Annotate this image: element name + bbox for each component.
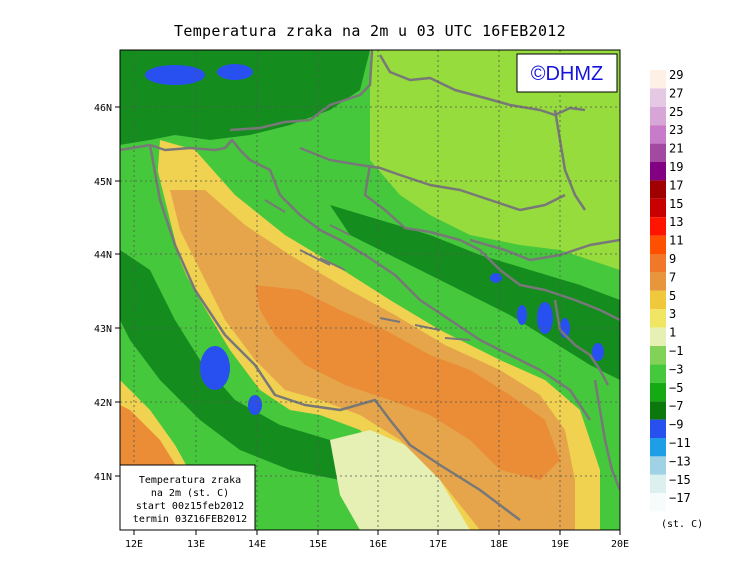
legend-swatch <box>650 327 666 346</box>
dalmatian-islands <box>264 199 471 341</box>
legend-swatch <box>650 438 666 457</box>
lat-label: 44N <box>94 250 112 261</box>
legend-label: 15 <box>669 197 683 211</box>
lon-label: 12E <box>125 539 143 550</box>
lon-label: 15E <box>309 539 327 550</box>
legend-label: −7 <box>669 399 683 413</box>
cold-pocket-dinaric-5 <box>490 273 502 283</box>
legend-label: 1 <box>669 326 676 340</box>
legend-label: 25 <box>669 105 683 119</box>
legend-swatch <box>650 382 666 402</box>
legend-label: −11 <box>669 436 691 450</box>
info-line-3: start 00z15feb2012 <box>136 501 244 512</box>
map-frame <box>119 49 621 531</box>
legend-label: −13 <box>669 454 691 468</box>
legend-label: −17 <box>669 491 691 505</box>
legend-label: 17 <box>669 178 683 192</box>
legend-label: −1 <box>669 344 683 358</box>
longitude-labels: 12E 13E 14E 15E 16E 17E 18E 19E 20E <box>125 539 629 550</box>
map-title: Temperatura zraka na 2m u 03 UTC 16FEB20… <box>174 22 566 40</box>
legend-swatch <box>650 198 666 218</box>
legend-swatch <box>650 162 666 181</box>
legend-swatch <box>650 493 666 512</box>
legend-swatch <box>650 88 666 107</box>
legend-label: 9 <box>669 252 676 266</box>
legend-swatch <box>650 419 666 438</box>
legend-label: 27 <box>669 86 683 100</box>
legend-swatch <box>650 143 666 162</box>
lon-label: 19E <box>551 539 569 550</box>
legend-label: −3 <box>669 362 683 376</box>
legend-label: 23 <box>669 123 683 137</box>
legend-label: 13 <box>669 215 683 229</box>
cold-pocket-south <box>248 395 262 415</box>
legend-label: −15 <box>669 473 691 487</box>
dinaric-zone <box>330 205 620 380</box>
lat-label: 41N <box>94 472 112 483</box>
legend-swatch <box>650 125 666 144</box>
legend-swatch <box>650 309 666 328</box>
lon-label: 14E <box>248 539 266 550</box>
legend-label: 7 <box>669 270 676 284</box>
lat-label: 42N <box>94 398 112 409</box>
legend-swatch <box>650 217 666 236</box>
info-line-4: termin 03Z16FEB2012 <box>133 514 247 525</box>
legend-label: −5 <box>669 381 683 395</box>
legend-swatch <box>650 474 666 494</box>
italy-land <box>120 140 430 530</box>
legend-unit: (st. C) <box>661 519 703 530</box>
lat-label: 45N <box>94 177 112 188</box>
legend-label: 11 <box>669 234 683 248</box>
lat-label: 46N <box>94 103 112 114</box>
pannonian-zone <box>370 50 620 270</box>
lon-label: 17E <box>429 539 447 550</box>
axis-ticks <box>115 106 621 535</box>
adriatic-warm-core <box>255 285 560 480</box>
cold-pocket-alps <box>217 64 253 80</box>
info-box: Temperatura zraka na 2m (st. C) start 00… <box>119 464 256 531</box>
cold-pocket-dinaric-2 <box>517 305 527 325</box>
legend-swatch <box>650 346 666 365</box>
lon-label: 16E <box>369 539 387 550</box>
legend-swatch <box>650 272 666 291</box>
legend-swatch <box>650 70 666 89</box>
lat-label: 43N <box>94 324 112 335</box>
apulia-pale <box>330 430 470 530</box>
legend-label: 5 <box>669 289 676 303</box>
color-legend: 29 27 25 23 21 19 17 15 13 11 9 7 5 3 1 −1 −3 −5 −7 −9 −11 −1… <box>650 68 691 512</box>
legend-swatch <box>650 456 666 475</box>
legend-swatch <box>650 290 666 310</box>
legend-swatch <box>650 364 666 383</box>
legend-swatch <box>650 106 666 126</box>
graticule <box>120 50 620 530</box>
legend-label: 3 <box>669 307 676 321</box>
lon-label: 13E <box>187 539 205 550</box>
legend-swatch <box>650 235 666 254</box>
info-line-1: Temperatura zraka <box>139 475 241 486</box>
coastlines-borders <box>120 50 620 521</box>
map-plot-area <box>120 50 620 530</box>
cold-pocket-alps-west <box>145 65 205 85</box>
cold-pocket-abruzzo <box>200 346 230 390</box>
legend-label: −9 <box>669 418 683 432</box>
lon-label: 20E <box>611 539 629 550</box>
cold-pocket-dinaric-1 <box>537 302 553 334</box>
legend-label: 29 <box>669 68 683 82</box>
dhmz-logo: ©DHMZ <box>516 53 618 93</box>
info-line-2: na 2m (st. C) <box>151 488 229 499</box>
legend-label: 19 <box>669 160 683 174</box>
legend-swatch <box>650 401 666 420</box>
legend-label: 21 <box>669 142 683 156</box>
legend-swatch <box>650 254 666 273</box>
cold-pocket-dinaric-4 <box>592 343 604 361</box>
legend-swatch <box>650 180 666 199</box>
lon-label: 18E <box>490 539 508 550</box>
latitude-labels: 46N 45N 44N 43N 42N 41N <box>94 103 112 483</box>
logo-text: ©DHMZ <box>531 63 604 85</box>
